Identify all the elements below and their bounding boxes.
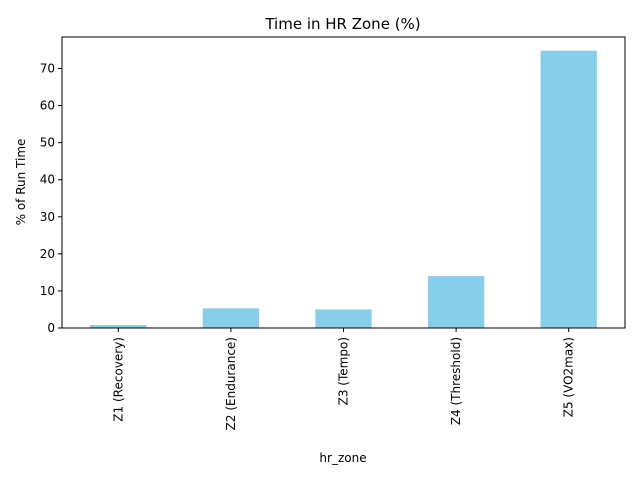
- x-axis-ticks: Z1 (Recovery) Z2 (Endurance) Z3 (Tempo) Z4 …: [111, 328, 576, 430]
- x-tick-label: Z1 (Recovery): [111, 337, 125, 422]
- y-tick-label: 50: [40, 136, 55, 150]
- bars-layer: [90, 50, 597, 329]
- y-tick-label: 40: [40, 173, 55, 187]
- y-tick-label: 70: [40, 62, 55, 76]
- bar-1: [90, 325, 147, 328]
- bar-3: [315, 309, 372, 328]
- chart-title: Time in HR Zone (%): [264, 15, 420, 33]
- bar-2: [202, 308, 260, 328]
- plot-frame: [61, 36, 626, 329]
- x-tick-label: Z3 (Tempo): [337, 337, 351, 405]
- y-axis-label: % of Run Time: [14, 139, 28, 226]
- bar-5: [540, 50, 597, 329]
- bar-4: [427, 276, 485, 328]
- y-tick-label: 10: [40, 284, 55, 298]
- x-axis-label: hr_zone: [319, 451, 366, 465]
- x-tick-label: Z4 (Threshold): [449, 337, 463, 425]
- y-tick-label: 30: [40, 210, 55, 224]
- y-tick-label: 20: [40, 247, 55, 261]
- y-tick-label: 0: [47, 321, 55, 335]
- x-tick-label: Z5 (VO2max): [562, 337, 576, 417]
- x-tick-label: Z2 (Endurance): [224, 337, 238, 430]
- y-tick-label: 60: [40, 99, 55, 113]
- y-axis-ticks: 0 10 20 30 40 50 60 70: [40, 62, 62, 335]
